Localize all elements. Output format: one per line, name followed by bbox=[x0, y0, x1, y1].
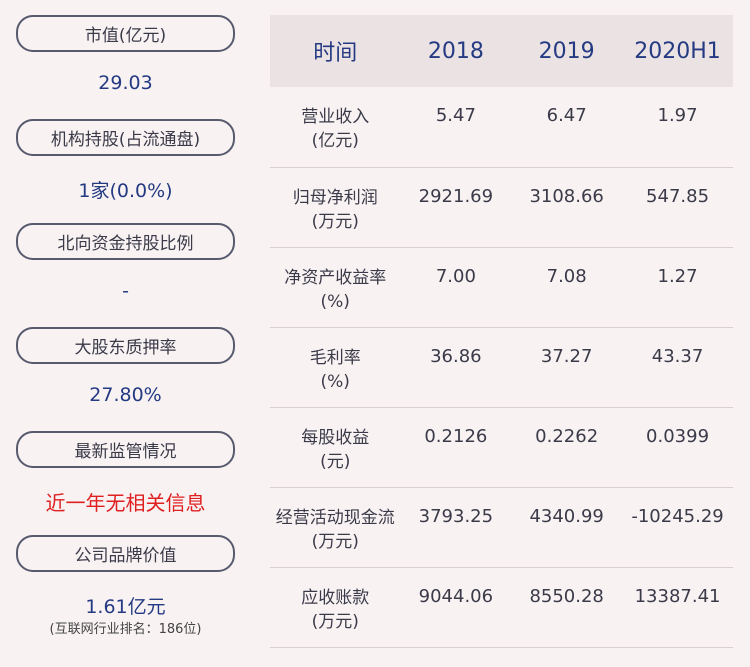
institutional-holding-value: 1家(0.0%) bbox=[78, 180, 173, 202]
table-row: 净资产收益率 (%) 7.00 7.08 1.27 bbox=[270, 247, 733, 328]
market-cap-value: 29.03 bbox=[98, 72, 153, 94]
header-2019: 2019 bbox=[511, 15, 623, 87]
header-time: 时间 bbox=[270, 15, 401, 87]
table-cell: 8550.28 bbox=[511, 567, 623, 648]
row-label-line1: 毛利率 bbox=[309, 347, 361, 368]
table-cell: 0.2126 bbox=[400, 407, 512, 488]
row-label-line1: 经营活动现金流 bbox=[275, 507, 395, 528]
table-cell: 43.37 bbox=[622, 327, 733, 408]
institutional-holding-label: 机构持股(占流通盘) bbox=[16, 119, 235, 156]
table-row: 归母净利润 (万元) 2921.69 3108.66 547.85 bbox=[270, 167, 733, 248]
financial-table: 时间 2018 2019 2020H1 营业收入 (亿元) 5.47 6.47 1… bbox=[270, 15, 733, 648]
brand-value-label: 公司品牌价值 bbox=[16, 535, 235, 572]
table-cell: 0.2262 bbox=[511, 407, 623, 488]
row-label-line2: (%) bbox=[320, 371, 350, 392]
table-row: 营业收入 (亿元) 5.47 6.47 1.97 bbox=[270, 87, 733, 168]
row-label: 毛利率 (%) bbox=[270, 327, 401, 408]
row-label: 净资产收益率 (%) bbox=[270, 247, 401, 328]
northbound-ratio-value: - bbox=[122, 280, 129, 302]
northbound-ratio-label: 北向资金持股比例 bbox=[16, 223, 235, 260]
header-2018: 2018 bbox=[400, 15, 512, 87]
table-cell: 3793.25 bbox=[400, 487, 512, 568]
row-label-line1: 净资产收益率 bbox=[284, 267, 387, 288]
row-label-line2: (元) bbox=[320, 451, 351, 472]
table-cell: 2921.69 bbox=[400, 167, 512, 248]
pledge-ratio-value: 27.80% bbox=[89, 384, 162, 406]
table-cell: 4340.99 bbox=[511, 487, 623, 568]
table-cell: 13387.41 bbox=[622, 567, 733, 648]
table-cell: 547.85 bbox=[622, 167, 733, 248]
table-cell: 37.27 bbox=[511, 327, 623, 408]
row-label-line1: 每股收益 bbox=[301, 427, 370, 448]
table-header-row: 时间 2018 2019 2020H1 bbox=[270, 15, 733, 87]
table-cell: 1.27 bbox=[622, 247, 733, 328]
table-cell: 5.47 bbox=[400, 87, 512, 168]
regulatory-status-value: 近一年无相关信息 bbox=[45, 491, 206, 515]
table-cell: 1.97 bbox=[622, 87, 733, 168]
table-row: 经营活动现金流 (万元) 3793.25 4340.99 -10245.29 bbox=[270, 487, 733, 568]
table-row: 应收账款 (万元) 9044.06 8550.28 13387.41 bbox=[270, 567, 733, 648]
table-cell: 3108.66 bbox=[511, 167, 623, 248]
row-label-line1: 应收账款 bbox=[301, 587, 370, 608]
row-label: 经营活动现金流 (万元) bbox=[270, 487, 401, 568]
table-cell: 9044.06 bbox=[400, 567, 512, 648]
row-label-line2: (万元) bbox=[311, 531, 359, 552]
row-label-line2: (万元) bbox=[311, 611, 359, 632]
market-cap-label: 市值(亿元) bbox=[16, 15, 235, 52]
table-cell: 0.0399 bbox=[622, 407, 733, 488]
row-label-line2: (%) bbox=[320, 291, 350, 312]
brand-value-rank: (互联网行业排名：186位) bbox=[49, 622, 202, 637]
table-cell: -10245.29 bbox=[622, 487, 733, 568]
row-label-line2: (万元) bbox=[311, 211, 359, 232]
brand-value-value: 1.61亿元 bbox=[85, 596, 166, 618]
row-label: 营业收入 (亿元) bbox=[270, 87, 401, 168]
row-label-line2: (亿元) bbox=[311, 131, 359, 151]
row-label: 应收账款 (万元) bbox=[270, 567, 401, 648]
header-2020h1: 2020H1 bbox=[622, 15, 733, 87]
table-cell: 6.47 bbox=[511, 87, 623, 168]
row-label-line1: 归母净利润 bbox=[292, 187, 378, 208]
table-cell: 7.08 bbox=[511, 247, 623, 328]
row-label: 归母净利润 (万元) bbox=[270, 167, 401, 248]
row-label-line1: 营业收入 bbox=[301, 107, 370, 127]
table-cell: 36.86 bbox=[400, 327, 512, 408]
row-label: 每股收益 (元) bbox=[270, 407, 401, 488]
table-row: 毛利率 (%) 36.86 37.27 43.37 bbox=[270, 327, 733, 408]
pledge-ratio-label: 大股东质押率 bbox=[16, 327, 235, 364]
table-row: 每股收益 (元) 0.2126 0.2262 0.0399 bbox=[270, 407, 733, 488]
regulatory-status-label: 最新监管情况 bbox=[16, 431, 235, 468]
table-cell: 7.00 bbox=[400, 247, 512, 328]
